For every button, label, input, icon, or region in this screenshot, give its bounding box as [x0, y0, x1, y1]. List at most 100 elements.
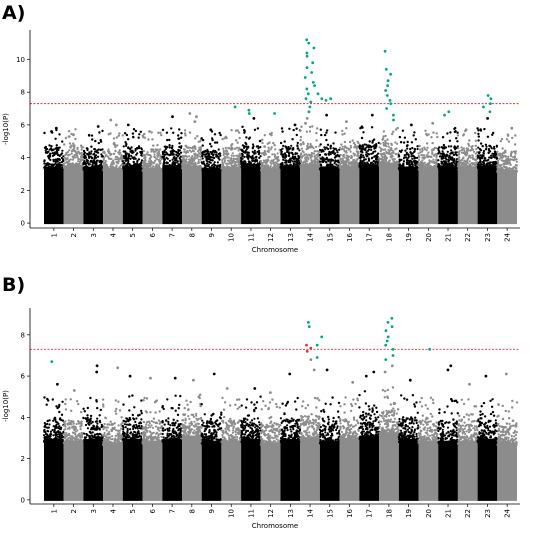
snp-point	[66, 164, 69, 168]
snp-point	[122, 160, 125, 163]
snp-point	[58, 425, 61, 428]
snp-point	[91, 167, 94, 170]
snp-point	[490, 154, 493, 157]
snp-point	[208, 142, 212, 146]
significant-snp-point	[486, 94, 490, 97]
snp-point	[515, 167, 518, 170]
snp-point	[502, 168, 505, 171]
snp-point	[234, 129, 238, 132]
snp-point	[118, 157, 121, 160]
snp-point	[78, 160, 81, 164]
snp-point	[306, 160, 309, 163]
snp-point	[428, 168, 431, 171]
snp-point	[56, 163, 59, 166]
snp-point	[393, 162, 396, 165]
snp-point	[215, 155, 218, 158]
chromosome-14-dense-region	[300, 164, 320, 225]
snp-point	[127, 166, 130, 169]
snp-point	[73, 154, 76, 157]
snp-point	[325, 166, 328, 169]
snp-point	[390, 164, 393, 167]
snp-point	[392, 151, 395, 154]
snp-point	[327, 147, 330, 151]
snp-point	[155, 157, 158, 160]
snp-point	[51, 148, 54, 151]
snp-point	[377, 156, 381, 160]
snp-point	[363, 158, 366, 161]
snp-point	[305, 130, 309, 133]
snp-point	[271, 153, 274, 156]
snp-point	[299, 135, 303, 139]
snp-point	[43, 131, 46, 135]
snp-point	[371, 156, 374, 159]
snp-point	[316, 127, 319, 130]
snp-point	[455, 158, 459, 161]
snp-point	[507, 157, 510, 160]
snp-point	[411, 166, 414, 169]
snp-point	[124, 153, 127, 156]
y-tick-label: 10	[16, 56, 25, 64]
chromosome-1-points	[42, 396, 65, 501]
snp-point	[251, 150, 254, 153]
snp-point	[267, 164, 270, 167]
snp-point	[191, 149, 194, 152]
snp-point	[246, 155, 249, 158]
snp-point	[77, 420, 80, 423]
snp-point	[258, 156, 261, 159]
snp-point	[282, 158, 285, 161]
snp-point	[375, 154, 378, 157]
snp-point	[353, 163, 356, 166]
snp-point	[391, 164, 395, 167]
snp-point	[290, 166, 293, 170]
snp-point	[82, 163, 85, 166]
snp-point	[61, 400, 64, 403]
snp-point	[223, 167, 226, 170]
snp-point	[207, 163, 210, 166]
snp-point	[214, 164, 217, 167]
snp-point	[358, 146, 361, 149]
chromosome-6-points	[141, 131, 164, 225]
snp-point	[353, 146, 356, 149]
snp-point	[79, 428, 82, 431]
snp-point	[498, 170, 501, 173]
snp-point	[242, 165, 245, 168]
snp-point	[387, 145, 390, 148]
snp-point	[318, 145, 321, 148]
snp-point	[438, 146, 441, 149]
snp-point	[221, 161, 224, 164]
snp-point	[223, 159, 227, 162]
snp-point	[158, 163, 161, 166]
snp-point	[379, 152, 382, 155]
snp-point	[371, 139, 374, 143]
snp-point	[478, 161, 481, 164]
snp-point	[66, 427, 69, 430]
snp-point	[245, 145, 248, 148]
snp-point	[426, 146, 429, 149]
significant-snp-point	[489, 102, 492, 105]
snp-point	[125, 144, 128, 147]
snp-point	[71, 162, 74, 165]
snp-point	[263, 149, 266, 152]
snp-point	[146, 169, 149, 172]
snp-point	[399, 165, 402, 168]
snp-point	[57, 405, 61, 408]
significant-snp-point	[316, 92, 320, 96]
snp-point	[332, 142, 335, 145]
snp-point	[413, 131, 416, 134]
snp-point	[280, 127, 284, 130]
snp-point	[355, 146, 359, 149]
snp-point	[314, 162, 317, 165]
snp-point	[53, 431, 57, 434]
snp-point	[285, 154, 288, 157]
snp-point	[118, 166, 121, 169]
snp-point	[106, 155, 110, 158]
snp-point	[123, 156, 126, 160]
snp-point	[510, 168, 513, 171]
snp-point	[127, 156, 130, 159]
snp-point	[124, 151, 127, 154]
significant-snp-point	[385, 107, 388, 110]
snp-point	[121, 134, 124, 137]
snp-point	[71, 435, 74, 438]
snp-point	[45, 147, 49, 151]
snp-point	[236, 129, 239, 132]
